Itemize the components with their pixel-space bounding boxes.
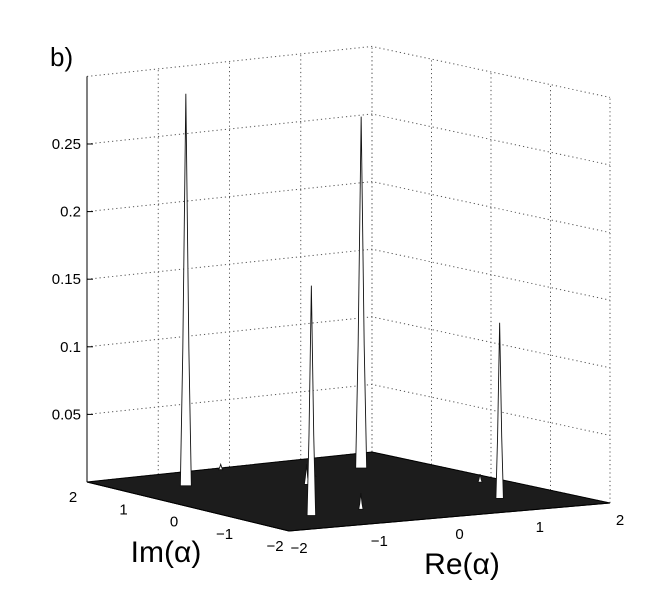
x-tick-label: −2 — [290, 540, 307, 557]
z-tick-label: 0.15 — [52, 271, 81, 288]
tick-labels: 0.05 0.1 0.15 0.2 0.25 −2 −1 0 1 2 −2 −1 0 1 2 — [52, 136, 624, 557]
peak-spike — [306, 285, 317, 516]
z-grid-line — [86, 113, 611, 166]
z-tick-label: 0.25 — [52, 136, 81, 153]
y-tick-label: 0 — [170, 514, 178, 531]
z-grid-line — [86, 316, 611, 369]
y-tick-label: −1 — [216, 526, 233, 543]
z-grid-line — [86, 248, 611, 301]
panel-label: b) — [50, 42, 74, 72]
z-tick-label: 0.2 — [60, 204, 81, 221]
z-grid-line — [86, 181, 611, 234]
z-tick-label: 0.05 — [52, 406, 81, 423]
peak-spike — [355, 116, 368, 469]
peaks — [179, 93, 504, 516]
z-grid-line — [86, 383, 611, 436]
peak-spike — [495, 322, 504, 499]
z-grid-line — [86, 45, 611, 98]
x-tick-label: 2 — [616, 512, 624, 529]
y-axis-line — [86, 481, 290, 532]
grid-lines — [86, 45, 611, 504]
y-tick-label: 1 — [119, 501, 127, 518]
y-tick-label: −2 — [266, 538, 283, 555]
peak-spike — [179, 93, 192, 487]
x-tick-label: 1 — [536, 519, 544, 536]
x-axis-label: Re(α) — [424, 548, 500, 581]
x-tick-label: −1 — [371, 533, 388, 550]
peak-spike — [217, 462, 224, 471]
peak-spike — [477, 474, 483, 483]
surface-floor — [86, 451, 611, 532]
x-axis-line — [288, 502, 611, 532]
peak-spike — [358, 493, 364, 510]
y-axis-label: Im(α) — [131, 536, 202, 569]
y-tick-label: 2 — [69, 489, 77, 506]
x-tick-label: 0 — [455, 526, 463, 543]
z-tick-label: 0.1 — [60, 339, 81, 356]
